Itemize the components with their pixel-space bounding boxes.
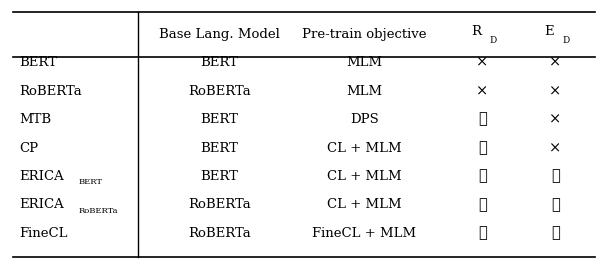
Text: ✓: ✓	[551, 198, 559, 212]
Text: CL + MLM: CL + MLM	[327, 198, 402, 211]
Text: ×: ×	[549, 141, 561, 155]
Text: MLM: MLM	[347, 85, 382, 98]
Text: RoBERTa: RoBERTa	[188, 227, 250, 240]
Text: DPS: DPS	[350, 113, 379, 126]
Text: RoBERTa: RoBERTa	[79, 207, 119, 215]
Text: ×: ×	[549, 113, 561, 127]
Text: ×: ×	[477, 56, 489, 70]
Text: ✓: ✓	[551, 169, 559, 184]
Text: ✓: ✓	[478, 113, 487, 127]
Text: RoBERTa: RoBERTa	[19, 85, 82, 98]
Text: CL + MLM: CL + MLM	[327, 170, 402, 183]
Text: BERT: BERT	[79, 178, 103, 186]
Text: D: D	[562, 36, 570, 45]
Text: ERICA: ERICA	[19, 170, 64, 183]
Text: E: E	[544, 25, 554, 38]
Text: R: R	[471, 25, 482, 38]
Text: BERT: BERT	[200, 170, 238, 183]
Text: CL + MLM: CL + MLM	[327, 142, 402, 155]
Text: ✓: ✓	[478, 198, 487, 212]
Text: RoBERTa: RoBERTa	[188, 85, 250, 98]
Text: BERT: BERT	[200, 113, 238, 126]
Text: CP: CP	[19, 142, 39, 155]
Text: RoBERTa: RoBERTa	[188, 198, 250, 211]
Text: MLM: MLM	[347, 56, 382, 69]
Text: ✓: ✓	[478, 141, 487, 155]
Text: BERT: BERT	[200, 56, 238, 69]
Text: FineCL: FineCL	[19, 227, 68, 240]
Text: ✓: ✓	[478, 226, 487, 240]
Text: ✓: ✓	[478, 169, 487, 184]
Text: D: D	[490, 36, 497, 45]
Text: BERT: BERT	[19, 56, 57, 69]
Text: ×: ×	[549, 84, 561, 98]
Text: ×: ×	[549, 56, 561, 70]
Text: MTB: MTB	[19, 113, 52, 126]
Text: ×: ×	[477, 84, 489, 98]
Text: Base Lang. Model: Base Lang. Model	[159, 28, 280, 41]
Text: FineCL + MLM: FineCL + MLM	[313, 227, 416, 240]
Text: Pre-train objective: Pre-train objective	[302, 28, 427, 41]
Text: ✓: ✓	[551, 226, 559, 240]
Text: BERT: BERT	[200, 142, 238, 155]
Text: ERICA: ERICA	[19, 198, 64, 211]
